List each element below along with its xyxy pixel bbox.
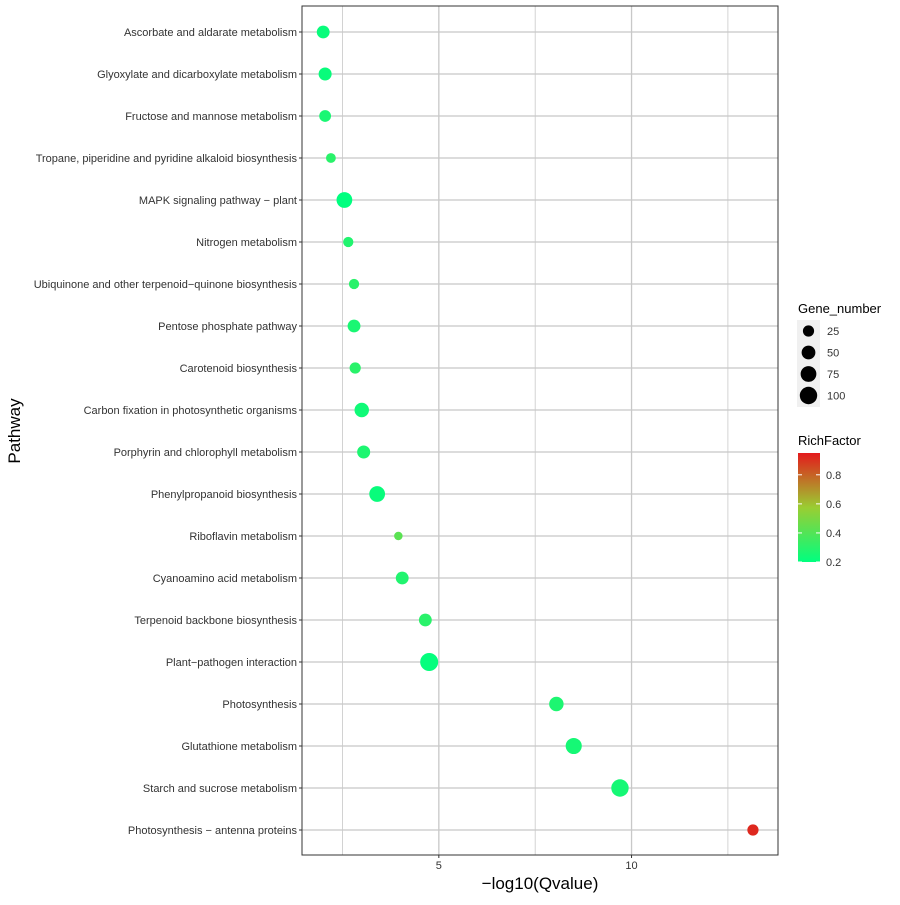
y-tick-label: Riboflavin metabolism (189, 531, 297, 543)
color-legend-title: RichFactor (798, 433, 862, 448)
data-point (347, 319, 361, 333)
y-tick-label: Photosynthesis (222, 699, 297, 711)
size-legend: Gene_number 25 50 75 100 (797, 301, 882, 407)
size-legend-key (801, 345, 816, 360)
data-point (348, 278, 360, 290)
y-tick-label: Phenylpropanoid biosynthesis (151, 489, 298, 501)
data-point (369, 486, 386, 502)
y-tick-label: Tropane, piperidine and pyridine alkaloi… (36, 153, 298, 165)
y-tick-label: Cyanoamino acid metabolism (153, 573, 297, 585)
y-tick-label: Glyoxylate and dicarboxylate metabolism (97, 69, 297, 81)
y-tick-label: Starch and sucrose metabolism (143, 783, 297, 795)
data-point (549, 696, 564, 712)
y-tick-label: Carotenoid biosynthesis (180, 363, 298, 375)
color-legend-label: 0.2 (826, 557, 841, 569)
y-tick-label: Glutathione metabolism (181, 741, 297, 753)
size-legend-key (802, 325, 815, 337)
size-legend-key-bg (797, 320, 820, 407)
size-legend-key (800, 366, 817, 382)
color-legend: RichFactor 0.2 0.4 0.6 0.8 (798, 433, 862, 569)
size-legend-key (799, 386, 818, 405)
data-point (349, 362, 361, 374)
data-point (395, 571, 409, 585)
data-point (611, 779, 629, 797)
data-point (357, 445, 371, 459)
y-tick-label: Pentose phosphate pathway (158, 321, 297, 333)
x-axis-ticks: 5 10 (436, 855, 638, 872)
size-legend-title: Gene_number (798, 301, 882, 316)
x-axis-title: −log10(Qvalue) (482, 874, 599, 893)
data-point (343, 236, 354, 248)
data-point (747, 824, 759, 836)
grid-layer (302, 6, 778, 855)
size-legend-label: 25 (827, 326, 839, 338)
color-legend-label: 0.8 (826, 470, 841, 482)
data-point (565, 737, 582, 755)
y-tick-label: Ascorbate and aldarate metabolism (124, 27, 297, 39)
y-tick-label: Carbon fixation in photosynthetic organi… (84, 405, 298, 417)
y-tick-label: Porphyrin and chlorophyll metabolism (114, 447, 297, 459)
y-axis-title: Pathway (5, 398, 24, 464)
size-legend-label: 75 (827, 369, 839, 381)
y-tick-label: Ubiquinone and other terpenoid−quinone b… (34, 279, 298, 291)
y-tick-label: Photosynthesis − antenna proteins (128, 825, 298, 837)
data-point (318, 67, 332, 81)
data-point (316, 25, 330, 39)
size-legend-label: 50 (827, 348, 839, 360)
data-point (326, 153, 336, 163)
data-point (354, 402, 369, 418)
data-point (420, 652, 439, 672)
x-tick-label: 5 (436, 860, 442, 872)
data-point (394, 531, 403, 541)
y-tick-label: MAPK signaling pathway − plant (139, 195, 297, 207)
y-axis-labels: Ascorbate and aldarate metabolism Glyoxyl… (34, 27, 302, 837)
y-tick-label: Nitrogen metabolism (196, 237, 297, 249)
y-tick-label: Terpenoid backbone biosynthesis (134, 615, 297, 627)
data-point (319, 110, 332, 122)
color-legend-label: 0.4 (826, 528, 841, 540)
data-point (336, 192, 353, 208)
y-tick-label: Plant−pathogen interaction (166, 657, 297, 669)
y-tick-label: Fructose and mannose metabolism (125, 111, 297, 123)
points-layer (316, 25, 759, 836)
color-legend-label: 0.6 (826, 499, 841, 511)
color-legend-bar (798, 453, 820, 562)
size-legend-label: 100 (827, 391, 845, 403)
data-point (418, 613, 432, 627)
plot-panel-border (301, 5, 779, 856)
x-tick-label: 10 (625, 860, 637, 872)
